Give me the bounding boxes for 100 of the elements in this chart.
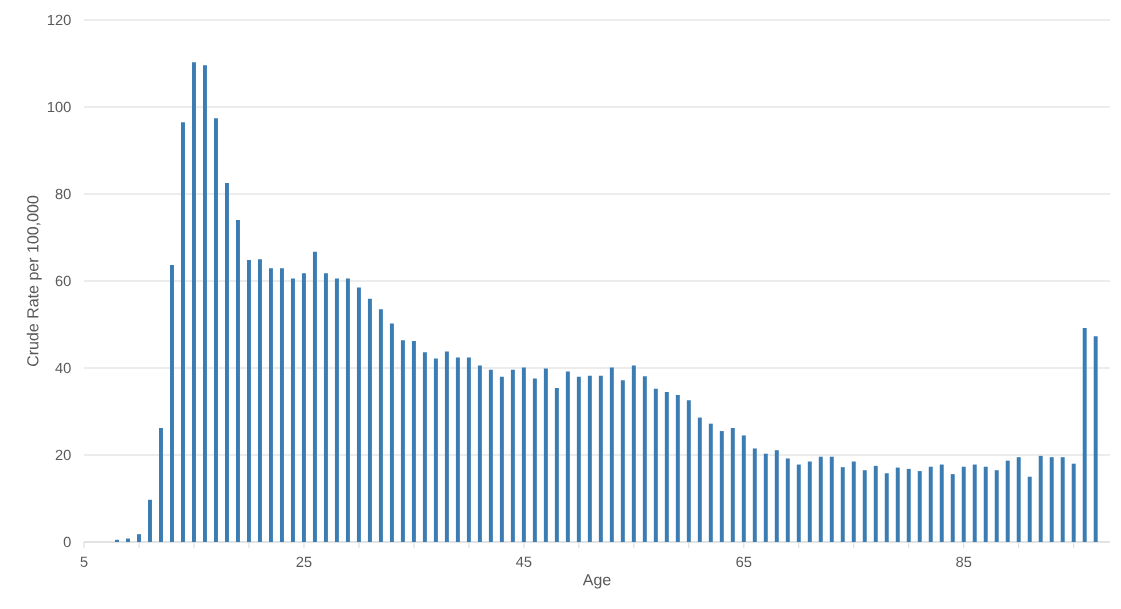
bar [917,471,922,542]
bar [159,428,163,542]
bar [796,464,801,542]
x-tick-label: 25 [296,556,312,568]
bar [202,65,207,542]
bar [444,351,449,542]
bar [279,268,284,542]
bar [829,456,834,542]
bar [213,118,218,542]
y-tick-label: 100 [47,101,71,113]
bar [642,376,647,542]
bar [818,456,823,542]
bar [752,448,757,542]
bar [763,453,768,542]
bar [994,470,999,542]
x-axis-title: Age [582,574,611,589]
bar [697,417,702,542]
bar [862,470,867,542]
bar [268,268,273,542]
bar [631,365,636,542]
bar [1060,457,1065,542]
bar [1082,327,1087,542]
bar [455,357,460,542]
bar [1071,463,1076,542]
bar [1027,476,1032,542]
bar [576,376,581,542]
x-tick-label: 5 [80,556,88,567]
bar [906,468,911,542]
y-tick-label: 120 [47,14,71,26]
bar [939,464,944,542]
bar [895,467,900,542]
bar [466,357,471,542]
bar [356,287,361,542]
bar [137,534,141,542]
bar [235,220,240,542]
bar [1093,336,1098,542]
y-tick-label: 40 [55,362,71,374]
bar [1016,457,1021,542]
bar [312,251,317,542]
bar [851,461,856,542]
bar [181,122,185,542]
bar [521,367,526,542]
bar [246,260,251,542]
y-tick-label: 80 [55,188,71,200]
bar [730,428,735,542]
bar [1005,460,1010,542]
bar [148,499,152,542]
bar [675,394,680,542]
bar [598,375,603,542]
bar [345,278,350,542]
bar [543,368,548,542]
bar [664,391,669,542]
bar [323,273,328,542]
bar [972,464,977,542]
bar [565,371,570,542]
bar [1038,455,1043,542]
bar [554,387,559,542]
bar [510,369,515,542]
bar [411,341,416,542]
bar [488,369,493,542]
x-tick-label: 45 [516,556,532,567]
bar [983,466,988,542]
bar [928,466,933,542]
bar [400,340,405,542]
bar [961,466,966,542]
bar [532,378,537,542]
bar [620,380,625,542]
bar [290,278,295,542]
x-tick-label: 85 [956,556,972,568]
bar [433,358,438,542]
bar [653,388,658,542]
bar [884,473,889,542]
bar [170,264,174,542]
bar [378,309,383,542]
bar [257,259,262,542]
bar [686,400,691,542]
bar [334,278,339,542]
y-tick-label: 60 [55,275,71,287]
bar [191,62,196,542]
y-tick-label: 20 [55,449,71,461]
bar [741,435,746,542]
bar [367,298,372,542]
bar [477,365,482,542]
bar [499,376,504,542]
bar [389,323,394,542]
y-tick-label: 0 [63,536,71,548]
bar [719,431,724,542]
bar [224,183,229,542]
x-tick-label: 65 [736,556,752,568]
bar [301,273,306,542]
bar [708,423,713,542]
bar [609,367,614,542]
bar [587,375,592,542]
y-axis-title: Crude Rate per 100,000 [26,195,42,367]
bar [785,458,790,542]
bar [1049,457,1054,542]
bar [950,474,955,542]
bar [807,461,812,542]
bar [774,450,779,542]
bar [840,467,845,542]
